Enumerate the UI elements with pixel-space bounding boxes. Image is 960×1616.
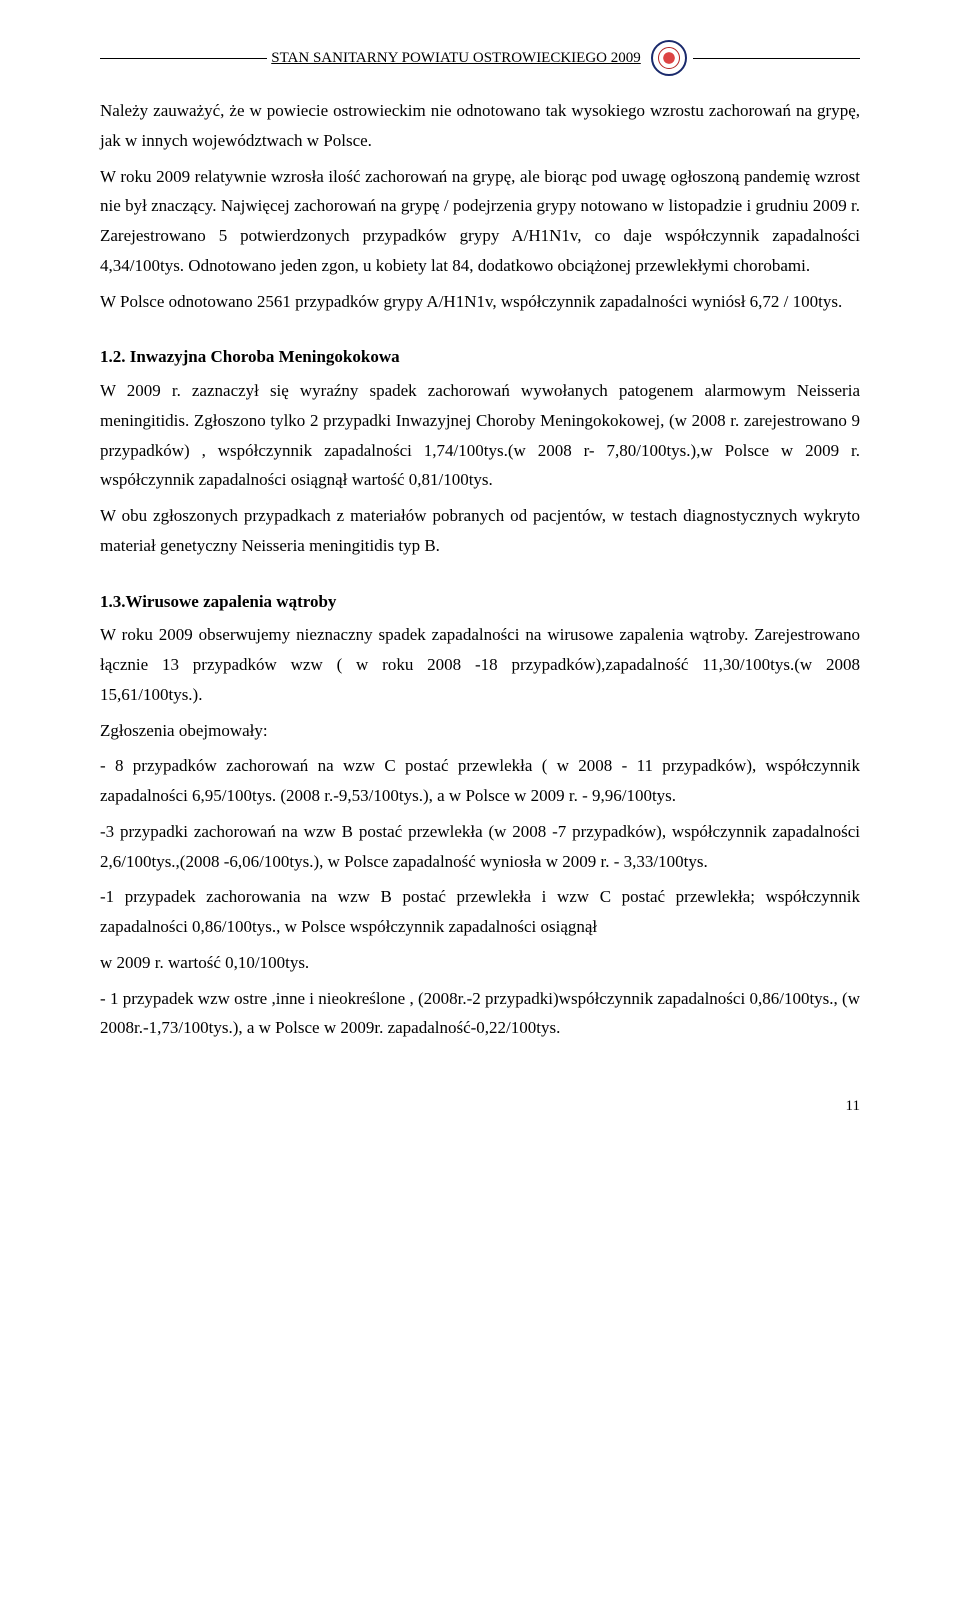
paragraph: W roku 2009 obserwujemy nieznaczny spade… xyxy=(100,620,860,709)
page-number: 11 xyxy=(100,1093,860,1119)
paragraph: W Polsce odnotowano 2561 przypadków gryp… xyxy=(100,287,860,317)
paragraph: Należy zauważyć, że w powiecie ostrowiec… xyxy=(100,96,860,156)
emblem-icon xyxy=(651,40,687,76)
paragraph: - 8 przypadków zachorowań na wzw C posta… xyxy=(100,751,860,811)
paragraph: -1 przypadek zachorowania na wzw B posta… xyxy=(100,882,860,942)
paragraph: w 2009 r. wartość 0,10/100tys. xyxy=(100,948,860,978)
paragraph: W 2009 r. zaznaczył się wyraźny spadek z… xyxy=(100,376,860,495)
paragraph: Zgłoszenia obejmowały: xyxy=(100,716,860,746)
page-header: STAN SANITARNY POWIATU OSTROWIECKIEGO 20… xyxy=(100,40,860,76)
header-rule-left xyxy=(100,58,267,59)
paragraph: -3 przypadki zachorowań na wzw B postać … xyxy=(100,817,860,877)
section-heading-1-3: 1.3.Wirusowe zapalenia wątroby xyxy=(100,587,860,617)
header-title: STAN SANITARNY POWIATU OSTROWIECKIEGO 20… xyxy=(267,45,645,71)
header-rule-right xyxy=(693,58,860,59)
paragraph: W roku 2009 relatywnie wzrosła ilość zac… xyxy=(100,162,860,281)
paragraph: W obu zgłoszonych przypadkach z materiał… xyxy=(100,501,860,561)
paragraph: - 1 przypadek wzw ostre ,inne i nieokreś… xyxy=(100,984,860,1044)
section-heading-1-2: 1.2. Inwazyjna Choroba Meningokokowa xyxy=(100,342,860,372)
